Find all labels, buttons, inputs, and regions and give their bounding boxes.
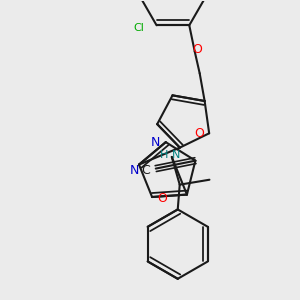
Text: H: H xyxy=(160,150,168,160)
Text: O: O xyxy=(157,193,167,206)
Text: O: O xyxy=(194,127,204,140)
Text: N: N xyxy=(129,164,139,177)
Text: O: O xyxy=(192,43,202,56)
Text: C: C xyxy=(142,164,150,177)
Text: N: N xyxy=(151,136,160,148)
Text: N: N xyxy=(172,150,180,160)
Text: Cl: Cl xyxy=(133,23,144,33)
